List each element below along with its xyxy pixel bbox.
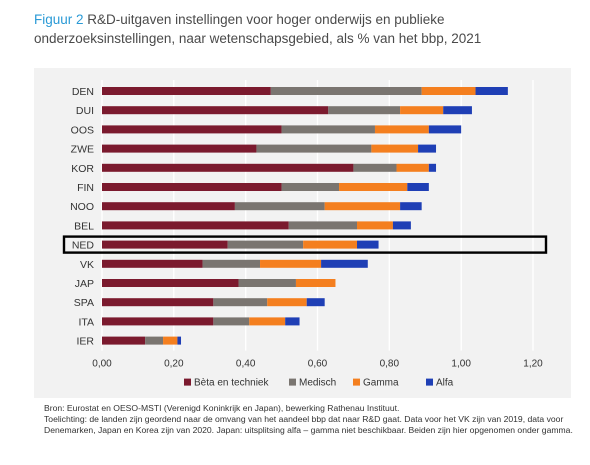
- bar-segment: [102, 298, 214, 307]
- y-category-label: JAP: [75, 278, 94, 290]
- chart-footer: Bron: Eurostat en OESO-MSTI (Verenigd Ko…: [44, 403, 584, 436]
- bar-segment: [213, 317, 250, 326]
- bar-segment: [324, 202, 401, 211]
- bar-segment: [102, 259, 203, 268]
- y-category-label: SPA: [74, 297, 94, 309]
- bar-segment: [303, 240, 358, 249]
- bar-segment: [102, 202, 235, 211]
- bar-segment: [177, 336, 182, 345]
- legend-swatch: [426, 378, 433, 386]
- bar-segment: [321, 259, 368, 268]
- bar-segment: [306, 298, 325, 307]
- bar-segment: [400, 202, 422, 211]
- bar-segment: [443, 106, 472, 115]
- bar-segment: [353, 163, 397, 172]
- legend-swatch: [184, 378, 191, 386]
- x-tick-label: 1,00: [451, 359, 471, 370]
- bar-segment: [281, 125, 375, 134]
- y-category-label: NED: [72, 240, 95, 252]
- y-category-label: VK: [80, 259, 94, 271]
- bar-segment: [288, 221, 358, 230]
- bar-segment: [213, 298, 268, 307]
- bar-segment: [428, 125, 462, 134]
- bar-segment: [339, 183, 408, 191]
- bar-segment: [102, 183, 282, 191]
- bar-segment: [145, 336, 164, 345]
- bar-segment: [238, 279, 296, 287]
- bar-segment: [260, 259, 322, 268]
- source-note: Bron: Eurostat en OESO-MSTI (Verenigd Ko…: [44, 403, 400, 413]
- highlight-box: [62, 235, 548, 254]
- bar-segment: [475, 87, 508, 95]
- y-category-label: DEN: [72, 86, 94, 98]
- bar-segment: [396, 163, 429, 172]
- bar-segment: [295, 279, 336, 287]
- bar-segment: [357, 240, 379, 249]
- y-category-label: IER: [76, 336, 94, 348]
- y-category-label: BEL: [74, 220, 94, 232]
- bar-segment: [102, 240, 228, 249]
- x-tick-label: 0,60: [308, 359, 328, 370]
- legend-swatch: [289, 378, 296, 386]
- y-category-label: NOO: [70, 201, 94, 213]
- y-category-label: OOS: [71, 124, 94, 136]
- x-tick-label: 1,20: [523, 359, 543, 370]
- bar-segment: [102, 163, 354, 172]
- x-tick-label: 0,40: [236, 359, 256, 370]
- explanation-note: Toelichting: de landen zijn geordend naa…: [44, 414, 573, 435]
- bar-segment: [407, 183, 429, 191]
- bar-segment: [270, 87, 422, 95]
- bar-segment: [249, 317, 286, 326]
- bar-segment: [418, 144, 437, 153]
- y-category-label: FIN: [77, 182, 94, 194]
- bar-segment: [392, 221, 411, 230]
- bar-segment: [227, 240, 304, 249]
- y-category-label: ITA: [78, 316, 94, 328]
- legend-swatch: [353, 378, 360, 386]
- bar-segment: [102, 106, 329, 115]
- x-tick-label: 0,20: [164, 359, 184, 370]
- bar-segment: [102, 144, 257, 153]
- stacked-bar-chart: 0,00 0,20 0,40 0,60 0,80 1,00 1,20 DEN DUI OOS ZWE…: [62, 80, 548, 389]
- bar-segment: [421, 87, 476, 95]
- bar-segment: [267, 298, 307, 307]
- y-category-label: KOR: [71, 163, 94, 175]
- legend-label: Medisch: [299, 378, 336, 389]
- figure-label: Figuur 2: [34, 12, 84, 27]
- bar-segment: [371, 144, 419, 153]
- bar-segment: [357, 221, 393, 230]
- bar-segment: [102, 317, 214, 326]
- bar-segment: [374, 125, 429, 134]
- bar-segment: [102, 87, 271, 95]
- legend-label: Alfa: [436, 378, 454, 389]
- legend-label: Bèta en techniek: [194, 378, 269, 389]
- title-text: R&D-uitgaven instellingen voor hoger ond…: [34, 12, 482, 46]
- y-category-label: ZWE: [71, 144, 94, 156]
- bar-segment: [256, 144, 372, 153]
- x-tick-label: 0,80: [380, 359, 400, 370]
- bar-segment: [102, 279, 239, 287]
- bar-segment: [102, 125, 282, 134]
- bar-segment: [328, 106, 401, 115]
- bar-segment: [102, 336, 146, 345]
- bar-segment: [202, 259, 261, 268]
- bar-segment: [285, 317, 300, 326]
- y-category-label: DUI: [76, 105, 94, 117]
- x-tick-label: 0,00: [92, 359, 112, 370]
- bar-segment: [234, 202, 325, 211]
- bar-segment: [428, 163, 437, 172]
- chart-title: Figuur 2 R&D-uitgaven instellingen voor …: [34, 10, 574, 48]
- bar-segment: [281, 183, 340, 191]
- bar-segment: [163, 336, 178, 345]
- bar-segment: [102, 221, 289, 230]
- legend-label: Gamma: [363, 378, 399, 389]
- bar-segment: [400, 106, 444, 115]
